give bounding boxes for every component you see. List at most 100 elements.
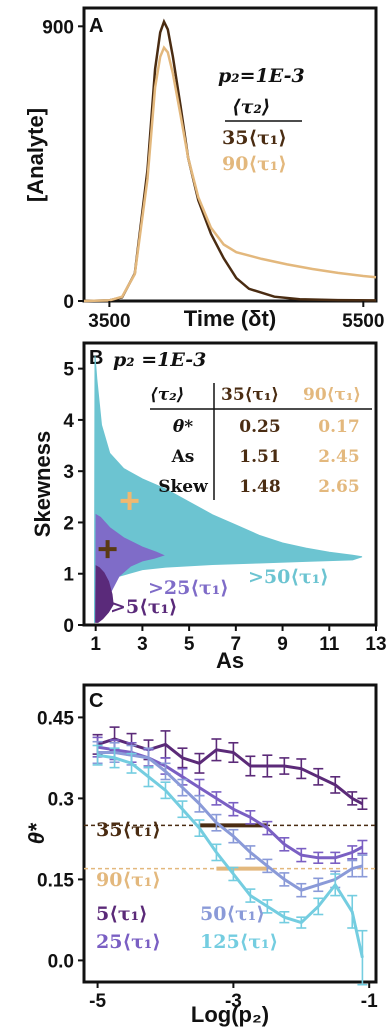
panel-c-ytick-label: 0.0 — [48, 951, 74, 972]
table-as-35: 1.51 — [239, 447, 280, 467]
panel-c-errorbar — [92, 744, 103, 766]
panel-c-errorbar — [194, 752, 205, 774]
panel-c-errorbar — [160, 781, 171, 800]
panel-c-errorbar — [262, 820, 273, 836]
panel-a-xlabel: Time (δt) — [184, 306, 276, 331]
panel-c-errorbar — [330, 775, 341, 794]
panel-c-errorbar — [245, 755, 256, 777]
panel-a-ytick-label: 0 — [63, 292, 74, 313]
panel-c-errorbar — [296, 847, 307, 863]
panel-a-frame — [82, 6, 378, 303]
panel-c-errorbar — [194, 819, 205, 838]
panel-c-errorbar — [177, 778, 188, 797]
panel-c-frame — [82, 683, 378, 984]
panel-c-ref-label-90: 90⟨τ₁⟩ — [96, 869, 161, 891]
panel-b-ytick-label: 0 — [63, 616, 74, 637]
table-header-tau2: ⟨τ₂⟩ — [150, 385, 184, 405]
region-label-5: >5⟨τ₁⟩ — [110, 596, 178, 618]
panel-c-legend-25: 25⟨τ₁⟩ — [96, 931, 161, 953]
panel-a-annotation-title: p₂=1E-3 — [218, 65, 305, 87]
panel-c-errorbar — [347, 894, 358, 929]
panel-c-errorbar — [126, 752, 137, 774]
panel-b-xtick-label: 5 — [184, 634, 195, 655]
panel-c-errorbar — [194, 778, 205, 797]
panel-c-ytick-label: 0.3 — [48, 789, 74, 810]
table-row-label-skew: Skew — [158, 477, 208, 497]
panel-c-errorbar — [194, 794, 205, 813]
panel-c-errorbar — [228, 828, 239, 844]
panel-c-errorbar — [228, 801, 239, 817]
panel-a-series-1 — [83, 45, 377, 303]
table-skew-90: 2.65 — [318, 477, 359, 497]
panel-a-legend-header: ⟨τ₂⟩ — [232, 96, 270, 118]
panel-c-xtick-label: -1 — [361, 991, 378, 1012]
table-theta-90: 0.17 — [318, 417, 359, 437]
region-label-25: >25⟨τ₁⟩ — [148, 577, 229, 599]
panel-b-xtick-label: 3 — [137, 634, 148, 655]
panel-c-legend-5: 5⟨τ₁⟩ — [96, 903, 148, 925]
panel-c-series-3 — [92, 744, 368, 986]
panel-c-errorbar — [211, 738, 222, 762]
panel-c-legend-50: 50⟨τ₁⟩ — [200, 903, 265, 925]
panel-b-ytick-label: 1 — [63, 565, 74, 586]
panel-c-errorbar — [177, 800, 188, 819]
panel-c-errorbar — [279, 757, 290, 775]
panel-c-errorbar — [279, 910, 290, 924]
panel-c-errorbar — [313, 897, 324, 916]
panel-a-letter: A — [89, 15, 103, 37]
panel-b-marker-1 — [120, 491, 139, 510]
table-skew-35: 1.48 — [239, 477, 280, 497]
panel-c-ytick-label: 0.15 — [37, 870, 74, 891]
panel-c-ref-label-35: 35⟨τ₁⟩ — [96, 819, 161, 841]
panel-b-xtick-label: 13 — [365, 634, 386, 655]
panel-b-xtick-label: 1 — [90, 634, 101, 655]
table-header-35: 35⟨τ₁⟩ — [221, 385, 279, 405]
panel-b-letter: B — [89, 347, 103, 369]
panel-c-xlabel: Log(p₂) — [191, 1002, 269, 1027]
panel-c-letter: C — [89, 690, 103, 712]
panel-c-ytick-label: 0.45 — [37, 708, 74, 729]
panel-c-errorbar — [228, 866, 239, 882]
panel-c-errorbar — [279, 872, 290, 887]
panel-c-errorbar — [262, 754, 273, 778]
panel-c-errorbar — [211, 813, 222, 832]
panel-c-errorbar — [211, 843, 222, 862]
panel-c-errorbar — [245, 888, 256, 903]
panel-c-errorbar — [330, 873, 341, 897]
panel-c-legend-125: 125⟨τ₁⟩ — [200, 931, 278, 953]
panel-b-region-2 — [95, 565, 114, 623]
panel-c-errorbar — [160, 762, 171, 781]
region-label-50: >50⟨τ₁⟩ — [248, 566, 329, 588]
panel-c-xtick-label: -5 — [89, 991, 106, 1012]
panel-a-legend-35: 35⟨τ₁⟩ — [222, 127, 287, 149]
panel-c-errorbar — [357, 839, 368, 855]
panel-c-errorbar — [347, 791, 358, 806]
panel-c-errorbar — [296, 882, 307, 898]
panel-b-xtick-label: 11 — [319, 634, 340, 655]
panel-a: A 3500 5500 0 900 p₂=1E-3 ⟨τ₂⟩ 35⟨τ₁⟩ 90⟨τ₁… — [23, 6, 384, 332]
table-theta-35: 0.25 — [239, 417, 280, 437]
panel-c-errorbar — [245, 845, 256, 860]
panel-c-errorbar — [357, 929, 368, 986]
panel-c-errorbar — [313, 851, 324, 865]
panel-b-ylabel: Skewness — [30, 431, 55, 537]
summary-table: ⟨τ₂⟩ 35⟨τ₁⟩ 90⟨τ₁⟩ θ* 0.25 0.17 As 1.51 … — [150, 383, 372, 500]
panel-b-frame — [82, 341, 378, 627]
panel-c-xtick-label: -3 — [225, 991, 242, 1012]
panel-a-xtick-label: 3500 — [88, 311, 130, 332]
panel-c-errorbar — [357, 854, 368, 878]
panel-b-annotation-title: p₂ =1E-3 — [113, 349, 206, 371]
table-as-90: 2.45 — [318, 447, 359, 467]
panel-c-errorbar — [347, 845, 358, 860]
panel-c: C -5 -3 -1 0.0 0.15 0.3 0.45 35⟨τ₁⟩ 90⟨τ₁⟩ 5⟨τ… — [24, 683, 378, 1027]
panel-c-errorbar — [313, 877, 324, 893]
panel-c-errorbar — [296, 758, 307, 780]
panel-b-ytick-label: 2 — [63, 513, 74, 534]
panel-c-errorbar — [245, 810, 256, 825]
panel-c-errorbar — [347, 859, 358, 878]
panel-b-xtick-label: 7 — [231, 634, 242, 655]
panel-c-errorbar — [211, 791, 222, 806]
table-row-label-as: As — [171, 447, 195, 467]
panel-c-errorbar — [330, 851, 341, 865]
